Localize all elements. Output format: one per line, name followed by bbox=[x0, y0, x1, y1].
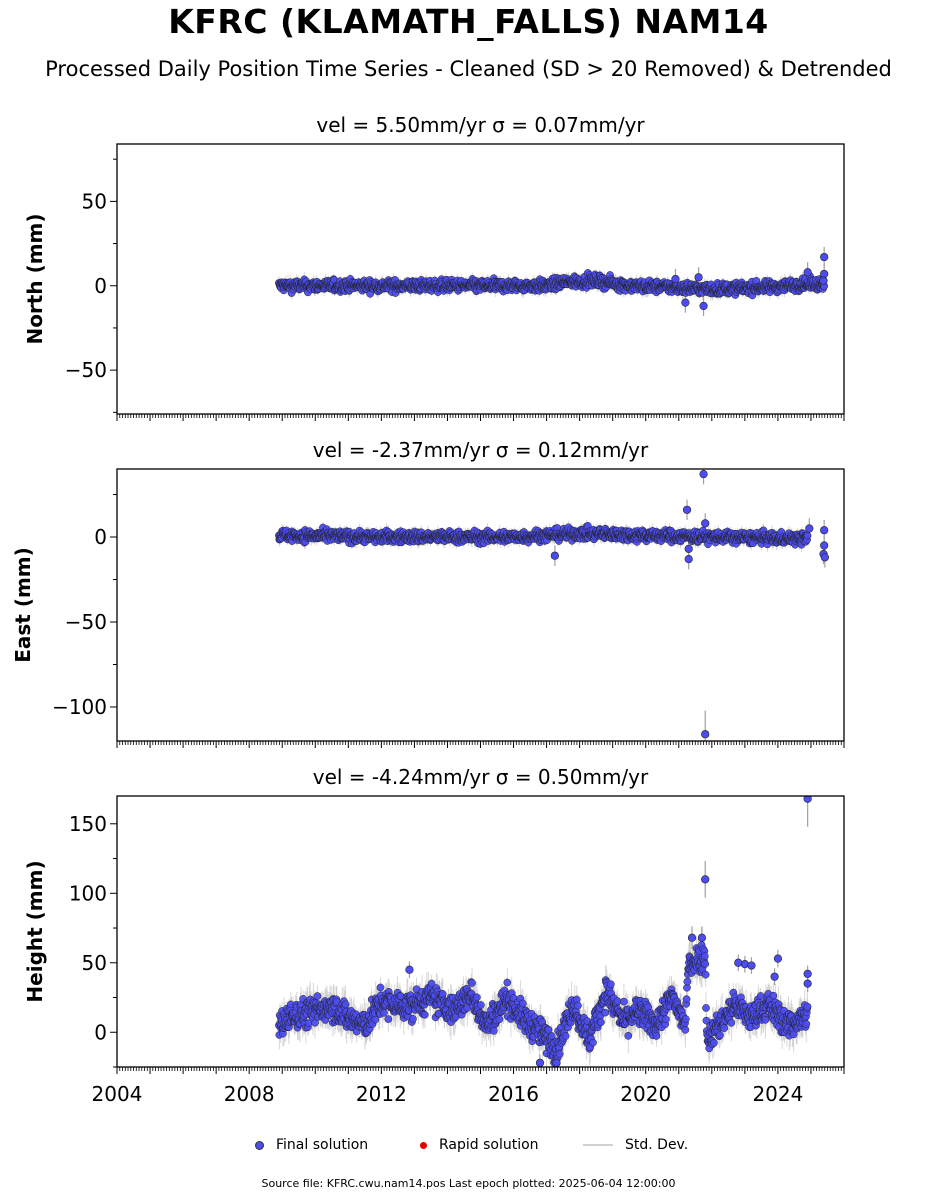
y-axis-label: East (mm) bbox=[11, 547, 35, 663]
final-solution-point bbox=[820, 269, 829, 279]
final-solution-point bbox=[819, 276, 828, 285]
final-solution-point bbox=[820, 252, 829, 262]
y-tick-label: 50 bbox=[82, 189, 107, 213]
panel-title: vel = 5.50mm/yr σ = 0.07mm/yr bbox=[316, 113, 645, 137]
std-dev-bars bbox=[278, 469, 826, 741]
final-solution-point bbox=[681, 298, 690, 307]
data-points bbox=[275, 252, 829, 311]
final-solution-point bbox=[671, 274, 680, 284]
panel-title: vel = -2.37mm/yr σ = 0.12mm/yr bbox=[313, 438, 649, 462]
final-solution-point bbox=[694, 273, 703, 282]
final-solution-point bbox=[803, 268, 812, 277]
data-layer bbox=[275, 246, 829, 317]
figure-title: KFRC (KLAMATH_FALLS) NAM14 bbox=[168, 2, 769, 41]
y-axis-label: North (mm) bbox=[23, 213, 47, 344]
y-tick-label: 0 bbox=[94, 274, 107, 298]
data-layer bbox=[275, 469, 829, 741]
final-solution-point bbox=[699, 301, 708, 311]
figure-subtitle: Processed Daily Position Time Series - C… bbox=[45, 57, 892, 81]
data-points bbox=[275, 470, 829, 739]
chart-figure: vel = 5.50mm/yr σ = 0.07mm/yr North (mm)−… bbox=[11, 113, 845, 1106]
y-tick-label: −50 bbox=[65, 358, 107, 382]
panel-1: vel = 5.50mm/yr σ = 0.07mm/yr North (mm)−… bbox=[23, 113, 845, 421]
